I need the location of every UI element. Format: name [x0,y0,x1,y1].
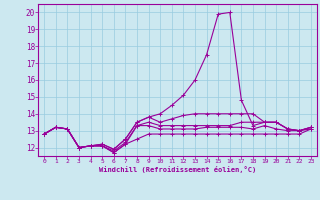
X-axis label: Windchill (Refroidissement éolien,°C): Windchill (Refroidissement éolien,°C) [99,166,256,173]
